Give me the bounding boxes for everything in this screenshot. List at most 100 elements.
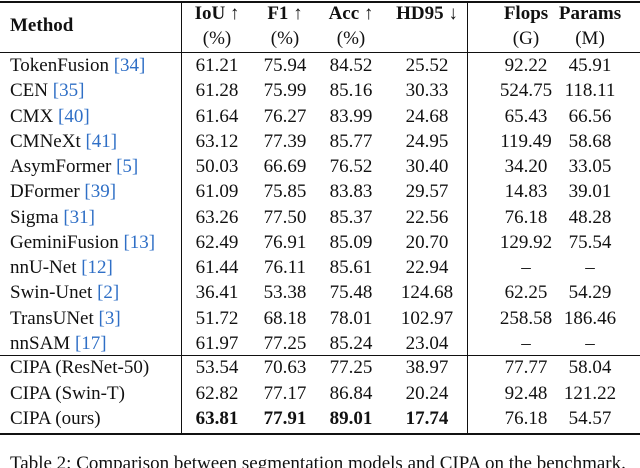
cell-value: 77.25 [263, 332, 307, 354]
cell-value: 75.85 [263, 181, 307, 203]
column-unit: (%) [202, 28, 232, 49]
cell-value: 89.01 [329, 408, 373, 430]
method: CEN [10, 80, 48, 102]
cell-value: 62.25 [504, 282, 548, 304]
column-header: Flops [503, 3, 549, 24]
cell-value: 62.49 [195, 231, 239, 253]
method: DFormer [10, 181, 80, 203]
cell-value: 77.91 [263, 408, 307, 430]
method-name: nnU-Net [12] [10, 258, 113, 277]
cell-value: 186.46 [563, 307, 617, 329]
cell-value: 38.97 [405, 357, 449, 378]
cell-value: 77.50 [263, 206, 307, 228]
cell-value: 58.68 [568, 130, 612, 152]
column-unit: (G) [512, 28, 540, 49]
method: nnSAM [10, 332, 71, 354]
cell-value: 62.82 [195, 382, 239, 404]
cell-value: 51.72 [195, 307, 239, 329]
method: Sigma [10, 206, 59, 228]
method-name: CMX [40] [10, 107, 90, 126]
citation: [31] [63, 206, 95, 228]
citation: [2] [97, 282, 120, 304]
method-name: Swin-Unet [2] [10, 283, 119, 302]
cell-value: 61.21 [195, 55, 239, 76]
cell-value: 48.28 [568, 206, 612, 228]
cell-value: 30.33 [405, 80, 449, 102]
cell-value: 54.29 [568, 282, 612, 304]
citation: [13] [123, 231, 156, 253]
column-unit: (%) [270, 28, 300, 49]
cell-value: 53.54 [195, 357, 239, 378]
top-rule [0, 1, 640, 3]
method-name: TokenFusion [34] [10, 56, 145, 75]
cell-value: 76.91 [263, 231, 307, 253]
cell-value: 34.20 [504, 156, 548, 177]
method: CMX [10, 105, 54, 127]
method-name: DFormer [39] [10, 182, 116, 201]
citation: [12] [81, 257, 113, 278]
method: Swin-Unet [10, 282, 93, 304]
citation: [35] [52, 80, 85, 102]
cell-value: 53.38 [263, 282, 307, 304]
cell-value: 22.56 [405, 206, 449, 228]
cell-value: 75.94 [263, 55, 307, 76]
cell-value: 63.26 [195, 206, 239, 228]
cell-value: 76.18 [504, 206, 548, 228]
cell-value: 33.05 [568, 156, 612, 177]
cell-value: 25.52 [405, 55, 449, 76]
cell-value: – [521, 257, 531, 278]
citation: [41] [85, 130, 118, 152]
cell-value: 85.37 [329, 206, 373, 228]
citation: [17] [74, 332, 107, 354]
citation: [40] [58, 105, 90, 127]
cell-value: 83.83 [329, 181, 373, 203]
cell-value: 86.84 [329, 382, 373, 404]
method: AsymFormer [10, 156, 112, 177]
cell-value: 20.70 [405, 231, 449, 253]
cell-value: 66.56 [568, 105, 612, 127]
column-unit: (M) [575, 28, 605, 49]
citation: [5] [116, 156, 139, 177]
cell-value: 77.39 [263, 130, 307, 152]
method: CMNeXt [10, 130, 81, 152]
method-name: CMNeXt [41] [10, 132, 117, 151]
cell-value: 92.48 [504, 382, 548, 404]
cell-value: 76.52 [329, 156, 373, 177]
cell-value: – [521, 332, 531, 354]
header-rule [0, 52, 640, 53]
method: CIPA (ours) [10, 408, 101, 430]
cell-value: 29.57 [405, 181, 449, 203]
cell-value: 63.12 [195, 130, 239, 152]
cell-value: 76.27 [263, 105, 307, 127]
cell-value: 92.22 [504, 55, 548, 76]
cell-value: 66.69 [263, 156, 307, 177]
cell-value: 85.24 [329, 332, 373, 354]
cell-value: 121.22 [563, 382, 617, 404]
method-name: CIPA (ours) [10, 409, 101, 428]
column-header: Acc ↑ [328, 3, 374, 24]
cell-value: 77.25 [329, 357, 373, 378]
column-divider [467, 1, 468, 435]
cell-value: 85.09 [329, 231, 373, 253]
cell-value: 61.97 [195, 332, 239, 354]
cell-value: 85.77 [329, 130, 373, 152]
cell-value: 258.58 [499, 307, 553, 329]
method-name: Sigma [31] [10, 208, 95, 227]
cell-value: 129.92 [499, 231, 553, 253]
cell-value: 524.75 [499, 80, 553, 102]
cell-value: 84.52 [329, 55, 373, 76]
column-header: Method [10, 15, 74, 36]
cell-value: 75.48 [329, 282, 373, 304]
cell-value: 61.09 [195, 181, 239, 203]
method: GeminiFusion [10, 231, 119, 253]
cell-value: 119.49 [500, 130, 552, 152]
cell-value: 24.95 [405, 130, 449, 152]
method-name: CIPA (Swin-T) [10, 384, 125, 403]
cell-value: 30.40 [405, 156, 449, 177]
cell-value: 61.28 [195, 80, 239, 102]
cell-value: 78.01 [329, 307, 373, 329]
cell-value: 54.57 [568, 408, 612, 430]
cell-value: 85.61 [329, 257, 373, 278]
cell-value: 58.04 [568, 357, 612, 378]
